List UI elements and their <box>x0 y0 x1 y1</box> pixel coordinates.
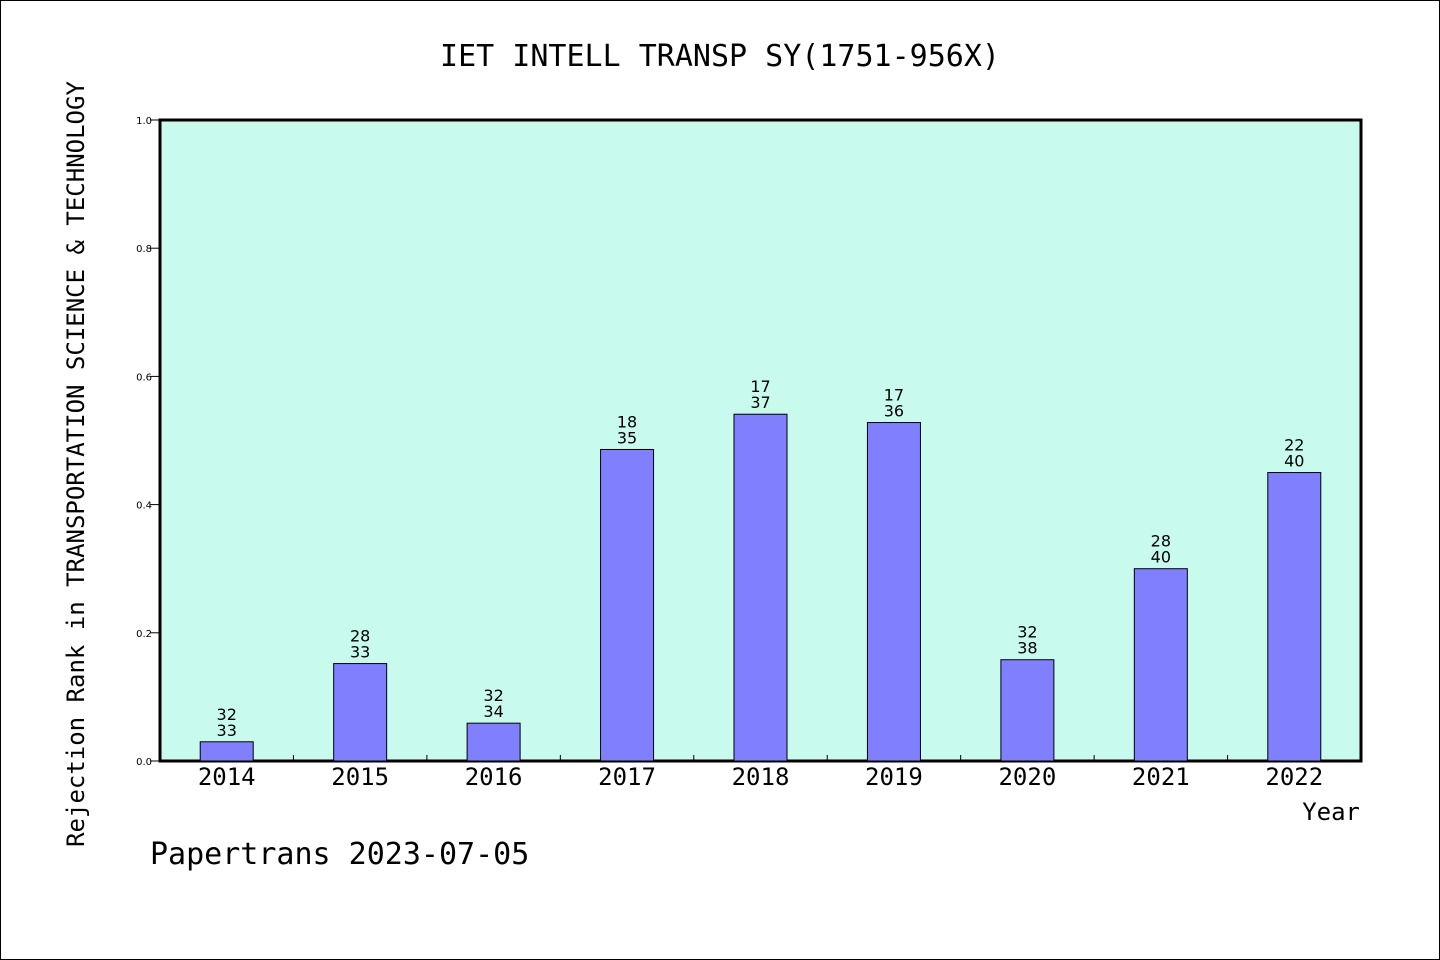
bar-2019 <box>866 422 921 762</box>
bar-2017 <box>600 448 655 762</box>
y-tick-label: 0.6 <box>136 372 152 383</box>
data-label-top: 17 <box>750 377 770 396</box>
x-tick-label: 2015 <box>331 763 389 791</box>
bar-2016 <box>466 722 521 762</box>
bar-2015 <box>333 663 388 762</box>
data-label-top: 22 <box>1284 436 1304 455</box>
y-axis-ticks: 0.0 0.2 0.4 0.6 0.8 1.0 <box>136 116 160 768</box>
data-label-top: 18 <box>617 412 637 431</box>
data-label-bottom: 35 <box>617 428 637 447</box>
y-tick-label: 0.4 <box>136 501 152 512</box>
y-axis-label: Rejection Rank in TRANSPORTATION SCIENCE… <box>62 81 90 847</box>
footer-credit: Papertrans 2023-07-05 <box>150 837 529 872</box>
data-label-top: 32 <box>483 686 503 705</box>
data-label-bottom: 37 <box>750 393 770 412</box>
bar-2022 <box>1267 472 1322 762</box>
data-label-top: 17 <box>884 386 904 405</box>
data-label-bottom: 33 <box>217 721 237 740</box>
y-tick-label: 0.8 <box>136 244 152 255</box>
data-label-top: 32 <box>1017 623 1037 642</box>
y-tick-label: 1.0 <box>136 116 152 127</box>
chart-title: IET INTELL TRANSP SY(1751-956X) <box>440 39 1000 74</box>
x-tick-label: 2021 <box>1132 763 1190 791</box>
x-axis-label: Year <box>1302 798 1360 826</box>
bars <box>199 413 1322 762</box>
x-tick-label: 2014 <box>198 763 256 791</box>
data-label-top: 28 <box>1151 532 1171 551</box>
x-tick-label: 2022 <box>1265 763 1323 791</box>
x-tick-label: 2016 <box>465 763 523 791</box>
x-tick-label: 2017 <box>598 763 656 791</box>
data-label-bottom: 40 <box>1151 548 1171 567</box>
bar-2020 <box>1000 659 1055 762</box>
data-label-bottom: 36 <box>884 402 904 421</box>
bar-2021 <box>1133 568 1188 762</box>
data-label-top: 32 <box>217 705 237 724</box>
x-tick-label: 2020 <box>998 763 1056 791</box>
x-tick-label: 2019 <box>865 763 923 791</box>
bar-2018 <box>733 413 788 762</box>
y-tick-label: 0.0 <box>136 757 152 768</box>
y-tick-label: 0.2 <box>136 629 152 640</box>
data-label-bottom: 40 <box>1284 452 1304 471</box>
x-tick-label: 2018 <box>732 763 790 791</box>
data-label-top: 28 <box>350 627 370 646</box>
data-label-bottom: 33 <box>350 643 370 662</box>
data-label-bottom: 38 <box>1017 639 1037 658</box>
x-axis-ticks: 2014 2015 2016 2017 2018 2019 2020 2021 2022 <box>198 755 1323 791</box>
bar-2014 <box>199 741 254 762</box>
data-label-bottom: 34 <box>483 702 503 721</box>
